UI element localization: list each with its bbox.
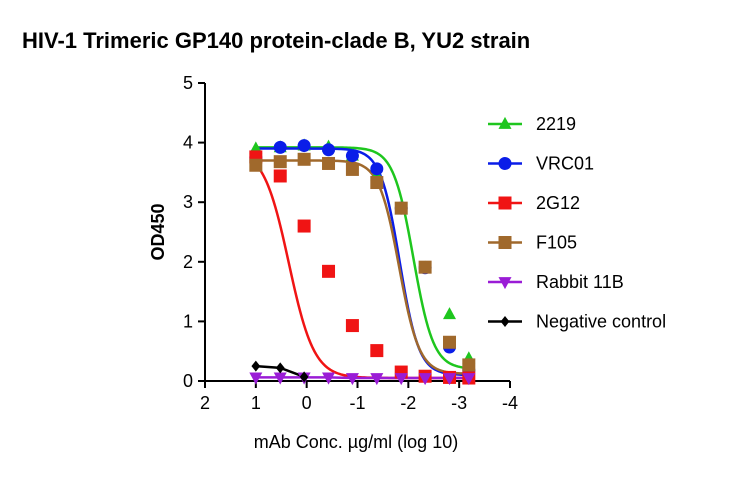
legend-label: F105: [536, 233, 577, 253]
data-point-series-2: [370, 344, 384, 358]
data-point-series-1: [297, 139, 311, 153]
data-point-series-3: [297, 152, 311, 166]
data-point-series-5: [251, 360, 261, 372]
data-point-series-3: [394, 201, 408, 215]
data-point-series-4: [462, 373, 476, 386]
data-point-series-3: [418, 260, 432, 274]
x-tick-label: -4: [502, 393, 518, 413]
x-tick-label: -3: [451, 393, 467, 413]
legend-marker: [498, 277, 512, 290]
fit-curves: [254, 146, 469, 380]
data-point-series-4: [418, 373, 432, 386]
legend-label: 2219: [536, 114, 576, 134]
y-tick-label: 2: [183, 252, 193, 272]
data-point-series-2: [322, 264, 336, 278]
data-point-series-3: [443, 335, 457, 349]
y-tick-label: 0: [183, 371, 193, 391]
data-point-series-4: [273, 372, 287, 385]
data-point-series-2: [273, 169, 287, 183]
legend-marker: [498, 116, 512, 129]
data-point-series-1: [345, 149, 359, 163]
data-point-series-5: [275, 362, 285, 374]
data-point-series-2: [297, 219, 311, 233]
data-point-series-4: [443, 373, 457, 386]
data-point-series-4: [345, 373, 359, 386]
y-axis-label: OD450: [148, 203, 168, 260]
legend-marker: [498, 196, 512, 210]
data-point-series-5: [299, 371, 309, 383]
data-point-series-3: [273, 155, 287, 169]
data-point-series-3: [462, 358, 476, 372]
data-point-series-4: [249, 372, 263, 385]
legend-label: Rabbit 11B: [536, 272, 624, 292]
y-tick-label: 4: [183, 133, 193, 153]
y-tick-label: 5: [183, 73, 193, 93]
data-point-series-3: [370, 176, 384, 190]
x-axis-label: mAb Conc. µg/ml (log 10): [254, 432, 458, 452]
data-point-series-3: [322, 156, 336, 170]
y-tick-label: 1: [183, 311, 193, 331]
data-point-series-3: [345, 162, 359, 176]
data-points: [249, 138, 476, 386]
x-tick-label: -1: [349, 393, 365, 413]
data-point-series-1: [273, 140, 287, 154]
series-line-2: [254, 163, 469, 380]
legend: 2219 VRC01 2G12 F105 Rabbit 11B Negative cont…: [488, 114, 666, 332]
data-point-series-0: [443, 307, 457, 320]
data-point-series-4: [322, 372, 336, 385]
series-line-3: [255, 159, 469, 375]
x-tick-label: 0: [302, 393, 312, 413]
legend-label: 2G12: [536, 193, 580, 213]
legend-label: Negative control: [536, 312, 666, 332]
y-tick-label: 3: [183, 192, 193, 212]
x-tick-label: 2: [200, 393, 210, 413]
data-point-series-1: [322, 143, 336, 157]
legend-marker: [500, 316, 510, 327]
data-point-series-1: [370, 162, 384, 176]
x-tick-label: 1: [251, 393, 261, 413]
series-line-4: [255, 376, 469, 380]
data-point-series-3: [249, 158, 263, 172]
data-point-series-4: [394, 373, 408, 386]
axes: 2 1 0 -1 -2 -3 -4 0 1 2 3 4 5: [183, 73, 518, 413]
x-tick-label: -2: [400, 393, 416, 413]
legend-marker: [498, 236, 512, 249]
legend-marker: [498, 157, 512, 170]
chart-title: HIV-1 Trimeric GP140 protein-clade B, YU…: [22, 28, 530, 53]
data-point-series-2: [345, 319, 359, 333]
legend-label: VRC01: [536, 154, 594, 174]
data-point-series-4: [370, 373, 384, 386]
